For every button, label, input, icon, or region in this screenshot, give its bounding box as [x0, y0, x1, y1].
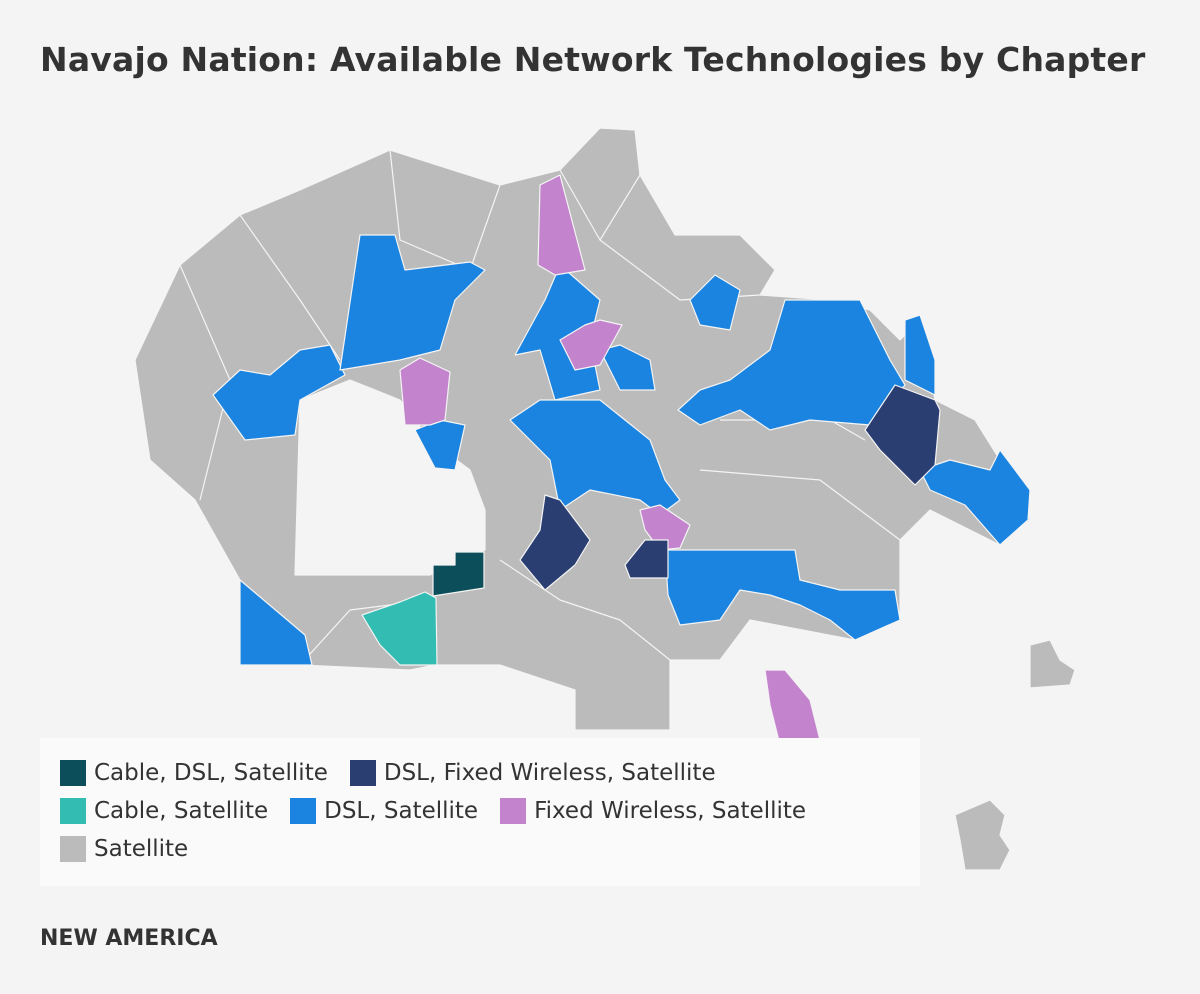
- legend-item: DSL, Satellite: [290, 798, 478, 824]
- region: [639, 504, 691, 551]
- region: [1029, 639, 1076, 689]
- region: [599, 344, 656, 391]
- legend-item: Cable, DSL, Satellite: [60, 760, 328, 786]
- region: [864, 384, 941, 486]
- region: [559, 319, 623, 371]
- region: [212, 344, 346, 441]
- region: [904, 314, 936, 396]
- legend-item: Cable, Satellite: [60, 798, 268, 824]
- legend-item: Satellite: [60, 836, 188, 862]
- legend-swatch: [60, 836, 86, 862]
- legend-label: DSL, Satellite: [324, 798, 479, 824]
- map-hole: [294, 379, 486, 576]
- legend-label: DSL, Fixed Wireless, Satellite: [383, 760, 716, 786]
- legend-swatch: [290, 798, 317, 824]
- region: [537, 174, 586, 276]
- legend-swatch: [60, 760, 86, 786]
- legend-swatch: [500, 798, 527, 824]
- legend-item: Fixed Wireless, Satellite: [500, 798, 806, 824]
- region: [239, 579, 313, 666]
- region: [399, 357, 451, 426]
- region: [954, 799, 1011, 871]
- legend-swatch: [349, 760, 376, 786]
- region: [361, 591, 438, 666]
- legend-label: Cable, DSL, Satellite: [94, 760, 328, 786]
- region: [624, 539, 669, 579]
- region: [677, 299, 906, 431]
- region: [919, 449, 1031, 546]
- region: [689, 274, 741, 331]
- legend-label: Fixed Wireless, Satellite: [534, 798, 807, 824]
- title: Navajo Nation: Available Network Technol…: [40, 40, 1146, 79]
- region: [519, 494, 591, 591]
- region: [339, 234, 486, 371]
- legend-swatch: [60, 798, 86, 824]
- legend-item: DSL, Fixed Wireless, Satellite: [349, 760, 716, 786]
- legend-label: Cable, Satellite: [94, 798, 269, 824]
- source: NEW AMERICA: [40, 926, 218, 951]
- legend-label: Satellite: [94, 836, 189, 862]
- legend: Cable, DSL, Satellite DSL, Fixed Wireless…: [40, 738, 920, 886]
- region: [664, 549, 901, 641]
- region: [764, 669, 821, 746]
